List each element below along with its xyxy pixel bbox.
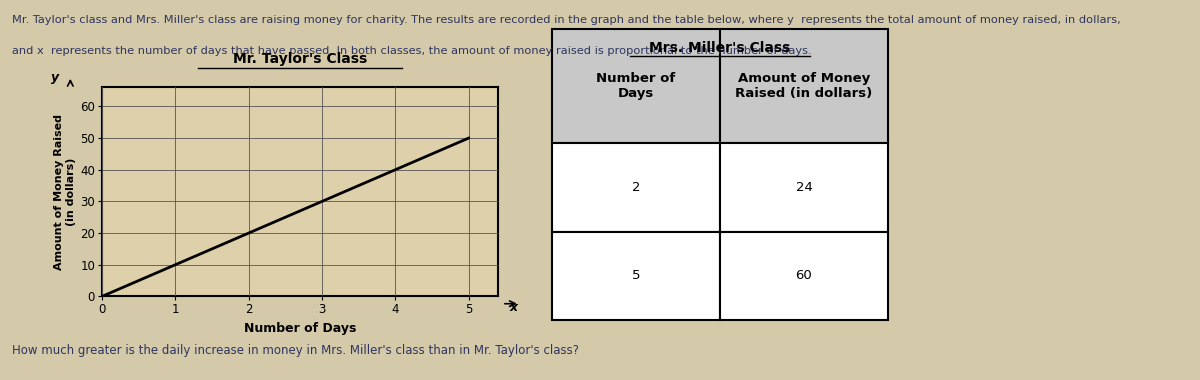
Text: and x  represents the number of days that have passed. In both classes, the amou: and x represents the number of days that… [12,46,811,55]
Text: How much greater is the daily increase in money in Mrs. Miller's class than in M: How much greater is the daily increase i… [12,344,580,357]
Text: x: x [510,301,518,314]
Text: Mr. Taylor's Class: Mr. Taylor's Class [233,52,367,66]
Text: y: y [50,71,59,84]
Y-axis label: Amount of Money Raised
(in dollars): Amount of Money Raised (in dollars) [54,114,76,270]
Text: Mr. Taylor's class and Mrs. Miller's class are raising money for charity. The re: Mr. Taylor's class and Mrs. Miller's cla… [12,15,1121,25]
Text: Mrs. Miller's Class: Mrs. Miller's Class [649,41,791,55]
X-axis label: Number of Days: Number of Days [244,322,356,335]
